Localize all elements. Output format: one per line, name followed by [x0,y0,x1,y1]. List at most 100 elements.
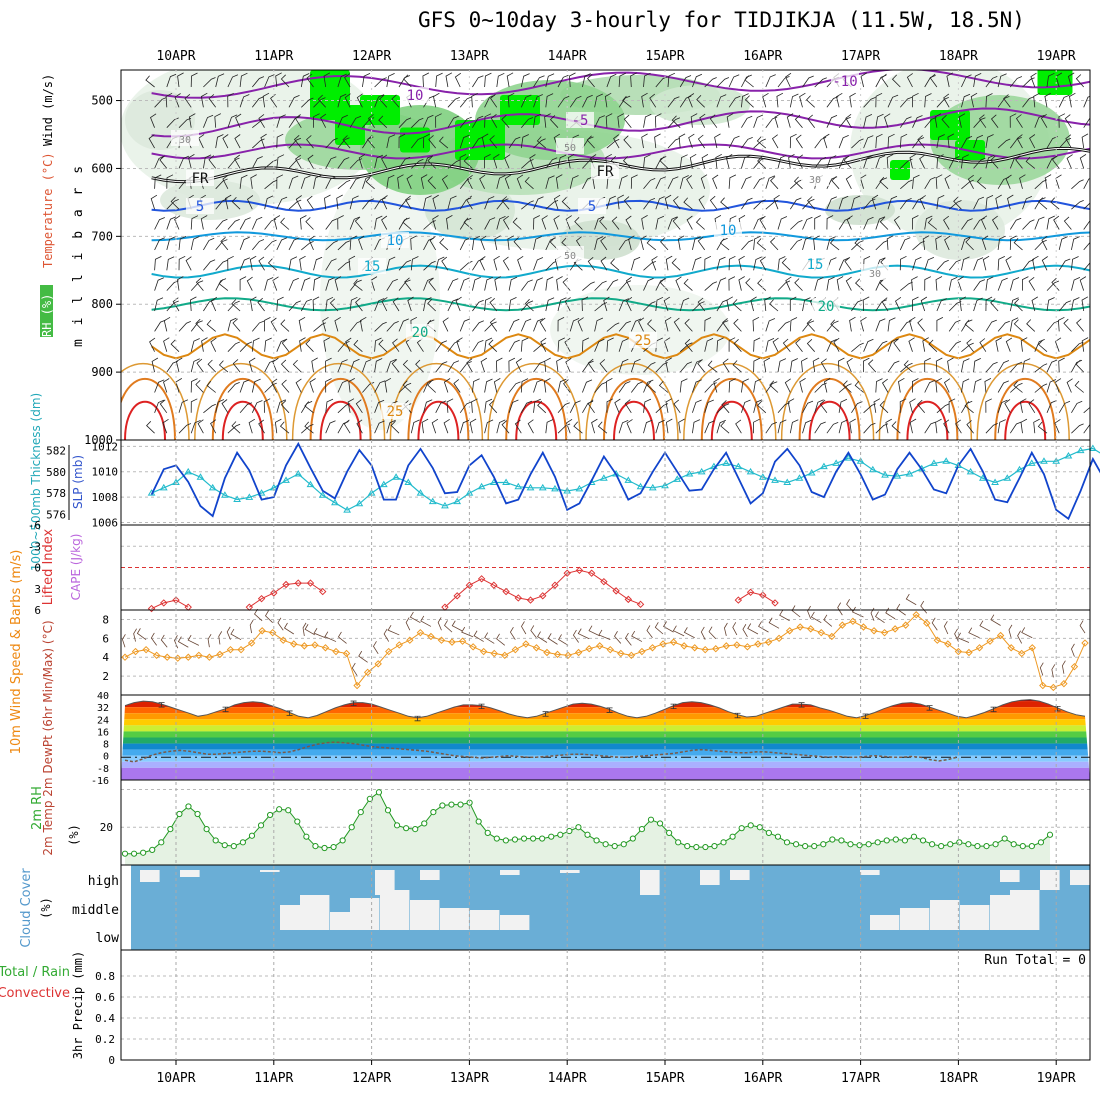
wind-speed-marker [838,621,847,629]
wind-barb [769,380,779,393]
surface-wind-barb [683,627,695,639]
wind-barb [965,237,974,251]
wind-barb [459,277,470,291]
wind-barb [1044,92,1051,108]
wind-barb [966,338,974,352]
wind-barb [845,174,852,189]
wind-barb [587,358,595,373]
wind-barb [545,175,555,189]
rh-marker [774,833,782,840]
wind-barb [1083,202,1090,210]
wind-barb [664,316,672,332]
wind-barb [203,154,212,169]
wind-barb [973,358,981,373]
thickness-marker [538,483,547,491]
wind-barb [195,277,204,291]
surface-wind-barb [1071,643,1075,657]
wind-barb [667,137,681,149]
wind-barb [1009,317,1019,332]
wind-barb [420,174,428,189]
wind-barb [594,236,604,250]
wind-barb [306,135,314,149]
surface-wind-barb [226,626,231,640]
wind-barb [948,319,961,332]
wind-barb [325,398,334,413]
wind-barb [582,158,595,169]
wind-barb [162,418,169,434]
wind-barb [881,73,889,88]
wind-barb [826,276,835,291]
wind-barb [961,93,971,108]
wind-barb [759,256,767,271]
thickness-marker [942,457,951,464]
wind-barb [295,195,302,210]
wind-barb [655,296,664,312]
wind-barb [697,134,706,149]
wind-barb [545,419,554,434]
thickness-marker [856,457,865,464]
thickness-line [151,447,1100,511]
wind-barb [410,137,423,149]
surface-wind-barb [957,632,970,643]
wind-barb [428,135,437,149]
rh-marker [557,831,564,838]
thickness-marker [306,480,315,488]
wind-barb [807,196,816,210]
wind-speed-marker [1039,681,1047,690]
wind-barb [862,357,870,373]
wind-barb [898,377,905,393]
wind-barb [435,113,442,128]
surface-wind-barb [444,620,453,633]
wind-speed-marker [237,645,245,654]
rh-marker [602,841,609,848]
wind-barb [887,94,899,108]
wind-barb [391,94,400,108]
wind-barb [1040,113,1048,128]
wind-barb [381,215,388,230]
wind-barb [912,115,923,128]
wind-barb [200,92,208,108]
wind-barb [716,277,727,291]
temp-line [124,699,1086,719]
wind-barb [728,378,736,393]
wind-barb [630,358,641,373]
wind-barb [741,399,751,413]
wind-barb [218,279,229,291]
wind-barb [1020,418,1028,434]
wind-barb [471,92,478,108]
thickness-tick-label: 582 [46,445,66,458]
wind-barb [210,419,217,434]
wind-barb [663,337,671,352]
wind-barb [697,236,706,251]
wind-barb [484,321,497,332]
wind-barb [777,419,787,434]
wind-barb [967,174,974,189]
thickness-marker [392,473,400,480]
wind-barb [493,154,500,169]
wind-barb [871,194,879,210]
surface-wind-barb [133,628,137,642]
wind-barb [520,400,533,413]
wind-barb [738,276,745,291]
wind-barb [1029,134,1036,149]
wind-barb [699,113,706,128]
wind-barb [348,378,355,393]
wind-barb [667,216,678,230]
rh-marker [856,842,863,849]
wind-barb [826,196,837,210]
wind-panel-frame [120,609,1091,696]
wind-barb [614,398,621,413]
wind-barb [679,154,688,169]
thickness-marker [379,480,388,488]
wind-barb [472,136,484,149]
wind-barb [623,114,632,128]
wind-barb [521,200,534,210]
wind-barb [997,360,1010,373]
wind-barb [773,194,780,210]
surface-wind-barb [768,617,780,629]
wind-barb [1058,300,1072,312]
wind-barb [997,73,1007,88]
wind-barb [166,236,176,251]
mid-cloud-block [440,908,470,930]
wind-barb [582,400,594,414]
